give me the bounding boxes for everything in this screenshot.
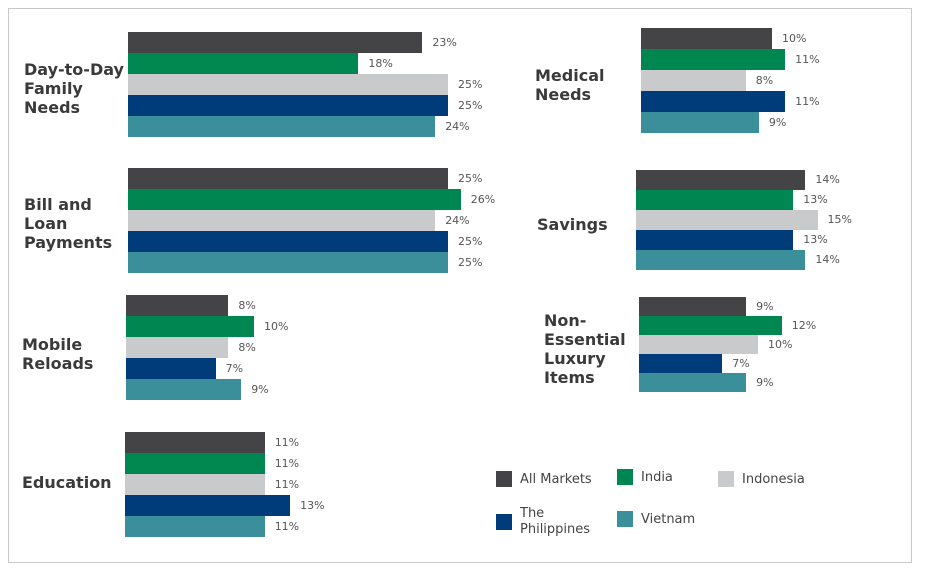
data-label: 8% [238, 340, 256, 354]
legend-item-philippines: The Philippines [496, 506, 606, 538]
bar-india [639, 316, 782, 335]
bar-india [641, 49, 786, 70]
chart-frame [8, 8, 912, 563]
category-label: Non-Essential Luxury Items [544, 311, 626, 387]
category-label: Day-to-Day Family Needs [24, 60, 124, 117]
data-label: 11% [795, 52, 820, 66]
data-label: 25% [458, 234, 483, 248]
data-label: 25% [458, 255, 483, 269]
data-label: 14% [815, 173, 840, 186]
data-label: 11% [274, 477, 300, 491]
legend-swatch [617, 511, 633, 527]
bar-all-markets [125, 432, 265, 453]
legend-label: Vietnam [641, 511, 696, 527]
legend-item-all-markets: All Markets [496, 471, 592, 487]
data-label: 11% [274, 456, 300, 470]
bar-indonesia [128, 210, 436, 231]
bar-the-philippines [125, 495, 291, 516]
bar-the-philippines [128, 231, 448, 252]
data-label: 24% [445, 213, 470, 227]
data-label: 10% [782, 31, 807, 45]
data-label: 15% [827, 213, 852, 226]
bar-indonesia [126, 337, 229, 358]
data-label: 24% [445, 119, 470, 133]
bar-vietnam [125, 516, 265, 537]
category-label: Mobile Reloads [22, 335, 94, 373]
data-label: 10% [768, 337, 793, 351]
data-label: 23% [432, 35, 457, 49]
bar-india [636, 190, 794, 210]
legend-swatch [496, 471, 512, 487]
legend-swatch [496, 514, 512, 530]
bar-the-philippines [641, 91, 786, 112]
bar-vietnam [636, 250, 806, 270]
bar-vietnam [639, 373, 747, 392]
data-label: 11% [274, 435, 300, 449]
bar-vietnam [126, 379, 242, 400]
bar-all-markets [126, 295, 229, 316]
bar-vietnam [641, 112, 759, 133]
data-label: 11% [274, 519, 300, 533]
legend-label: All Markets [520, 471, 592, 487]
bar-indonesia [641, 70, 746, 91]
legend-label: The Philippines [520, 506, 591, 537]
bar-india [128, 53, 359, 74]
legend-label: Indonesia [742, 471, 805, 487]
category-label: Savings [537, 215, 608, 234]
data-label: 7% [225, 361, 244, 375]
legend-item-vietnam: Vietnam [617, 511, 695, 527]
bar-all-markets [639, 297, 747, 316]
data-label: 25% [458, 77, 483, 91]
bar-the-philippines [636, 230, 794, 250]
legend-swatch [617, 469, 633, 485]
bar-the-philippines [126, 358, 216, 379]
data-label: 8% [238, 298, 256, 312]
bar-all-markets [128, 168, 448, 189]
category-label: Medical Needs [535, 66, 605, 104]
bar-india [125, 453, 265, 474]
data-label: 9% [756, 375, 774, 389]
bar-the-philippines [639, 354, 723, 373]
data-label: 18% [368, 56, 393, 70]
bar-all-markets [641, 28, 772, 49]
data-label: 9% [768, 115, 787, 129]
legend-swatch [718, 471, 734, 487]
bar-the-philippines [128, 95, 448, 116]
category-label: Bill and Loan Payments [24, 195, 113, 252]
data-label: 13% [300, 498, 325, 512]
bar-all-markets [636, 170, 806, 190]
data-label: 10% [264, 319, 289, 333]
data-label: 13% [803, 193, 828, 206]
data-label: 26% [470, 192, 496, 206]
data-label: 25% [458, 171, 483, 185]
data-label: 8% [755, 73, 774, 87]
legend-item-indonesia: Indonesia [718, 471, 805, 487]
data-label: 9% [756, 299, 774, 313]
data-label: 14% [815, 253, 840, 266]
data-label: 11% [795, 94, 820, 108]
data-label: 13% [803, 233, 828, 246]
data-label: 25% [458, 98, 483, 112]
bar-indonesia [639, 335, 758, 354]
data-label: 9% [251, 382, 269, 396]
legend-item-india: India [617, 469, 673, 485]
data-label: 7% [732, 356, 750, 370]
category-label: Education [22, 473, 112, 492]
bar-indonesia [128, 74, 448, 95]
bar-indonesia [125, 474, 265, 495]
bar-india [126, 316, 254, 337]
bar-all-markets [128, 32, 423, 53]
bar-vietnam [128, 116, 436, 137]
bar-indonesia [636, 210, 818, 230]
bar-india [128, 189, 461, 210]
data-label: 12% [791, 318, 817, 332]
bar-vietnam [128, 252, 448, 273]
legend-label: India [641, 469, 673, 485]
